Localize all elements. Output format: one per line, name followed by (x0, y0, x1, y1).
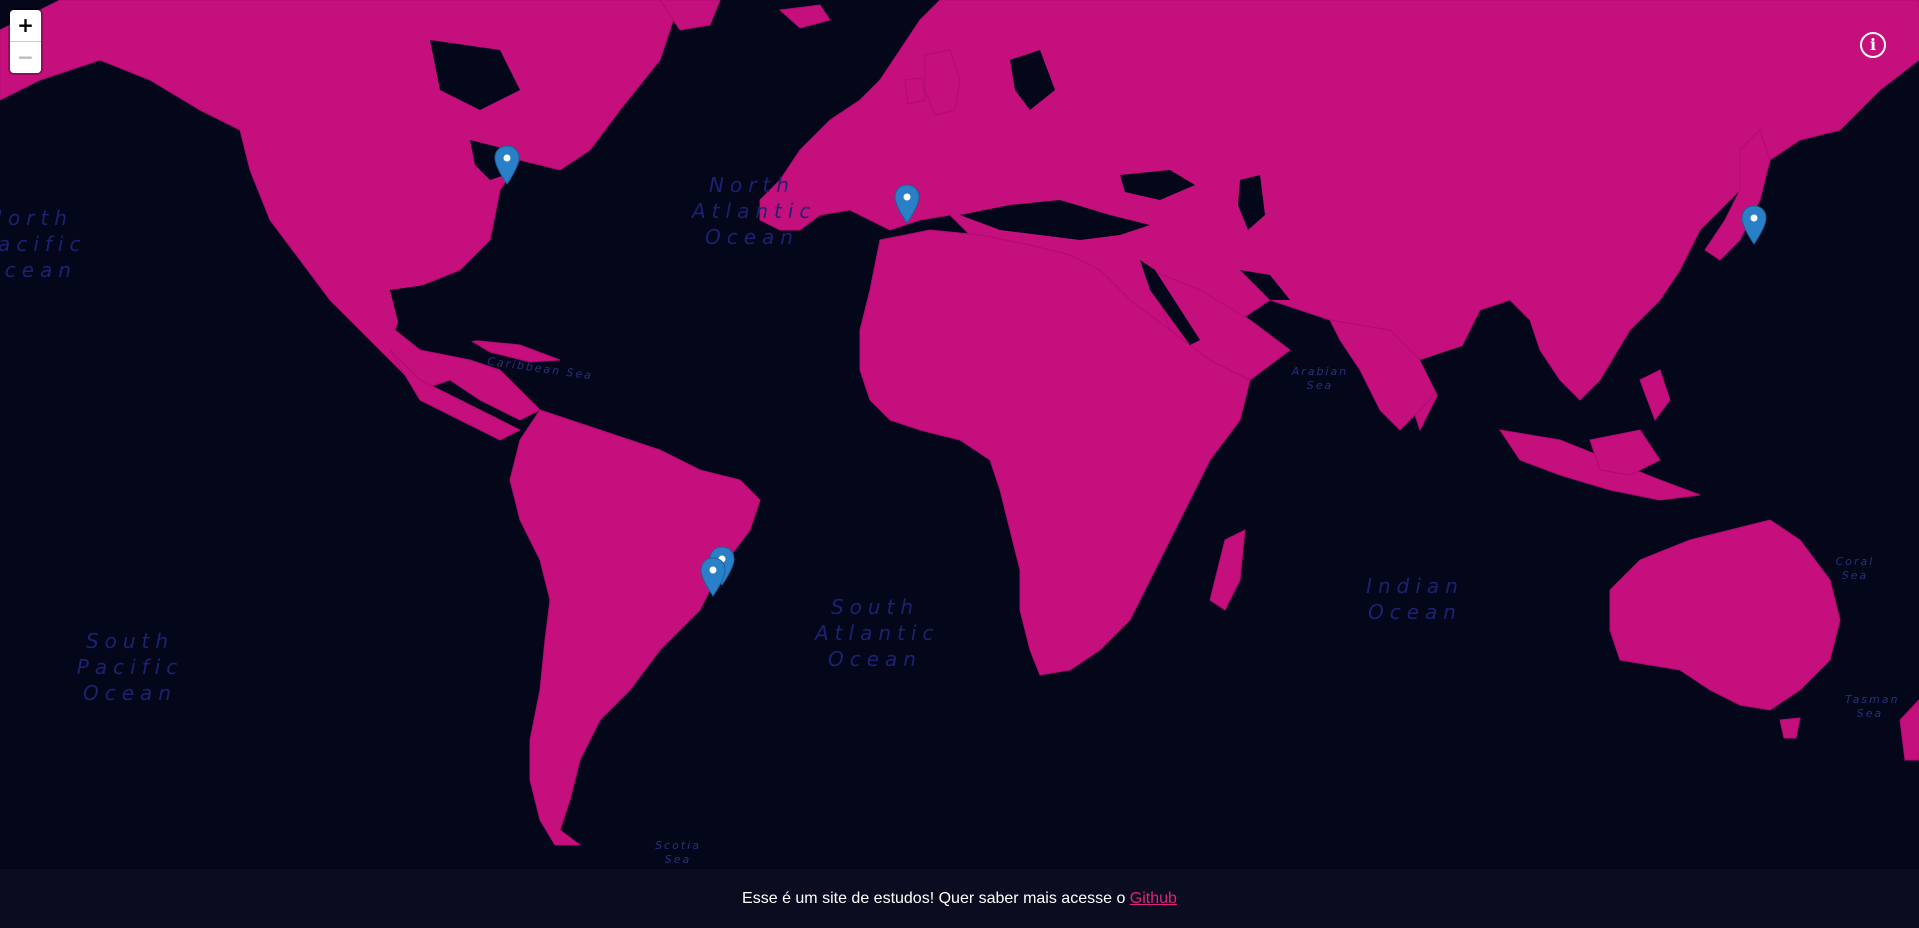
black-sea (1120, 170, 1195, 200)
greenland-landmass (659, 0, 721, 31)
uk-landmass (924, 49, 961, 116)
zoom-in-button[interactable]: + (10, 10, 41, 41)
japan-landmass (1704, 129, 1771, 261)
marker-pin-great-lakes[interactable] (494, 145, 520, 185)
sea-label-arabian: Arabian Sea (1291, 365, 1349, 392)
zoom-control: + − (10, 10, 41, 73)
sea-label-coral: Coral Sea (1835, 555, 1875, 582)
new-zealand-landmass (1899, 699, 1919, 761)
footer-text: Esse é um site de estudos! Quer saber ma… (742, 890, 1130, 907)
ocean-label-indian: Indian Ocean (1366, 574, 1464, 624)
red-sea (1140, 260, 1200, 345)
cuba-landmass (469, 339, 561, 363)
south-america-landmass (509, 409, 761, 846)
ocean-label-south-atlantic: South Atlantic Ocean (815, 595, 940, 671)
eurasia-landmass (759, 0, 1919, 432)
india-landmass (1329, 319, 1441, 431)
madagascar-landmass (1209, 529, 1246, 611)
central-america-landmass (389, 349, 522, 441)
ireland-landmass (904, 77, 926, 105)
tasmania-landmass (1779, 717, 1801, 739)
ocean-label-south-pacific: South Pacific Ocean (76, 629, 184, 705)
info-icon[interactable]: i (1860, 32, 1886, 58)
mediterranean-sea (960, 200, 1150, 240)
ocean-label-north-pacific: North Pacific Ocean (0, 206, 87, 282)
ocean-label-north-atlantic: North Atlantic Ocean (692, 173, 817, 249)
caspian-sea (1238, 175, 1265, 230)
hudson-bay (430, 40, 520, 110)
gulf-of-mexico (390, 280, 500, 345)
marker-pin-japan[interactable] (1741, 205, 1767, 245)
borneo-landmass (1589, 429, 1661, 476)
baltic-sea (1010, 50, 1055, 110)
bay-of-bengal (1420, 340, 1500, 430)
africa-landmass (859, 229, 1251, 676)
sea-label-scotia: Scotia Sea (655, 839, 701, 866)
north-america-landmass (0, 0, 681, 421)
philippines-landmass (1639, 369, 1671, 422)
persian-gulf (1240, 270, 1290, 300)
marker-pin-brazil-2[interactable] (700, 557, 726, 597)
zoom-out-button[interactable]: − (10, 41, 41, 73)
map-land-layer (0, 0, 1919, 846)
github-link[interactable]: Github (1129, 890, 1177, 907)
arabia-landmass (1149, 269, 1291, 381)
marker-pin-portugal[interactable] (894, 184, 920, 224)
world-map[interactable]: North Pacific Ocean North Atlantic Ocean… (0, 0, 1919, 869)
australia-landmass (1609, 519, 1841, 711)
sea-label-tasman: Tasman Sea (1845, 693, 1900, 720)
footer: Esse é um site de estudos! Quer saber ma… (0, 869, 1919, 928)
iceland-landmass (778, 4, 831, 29)
